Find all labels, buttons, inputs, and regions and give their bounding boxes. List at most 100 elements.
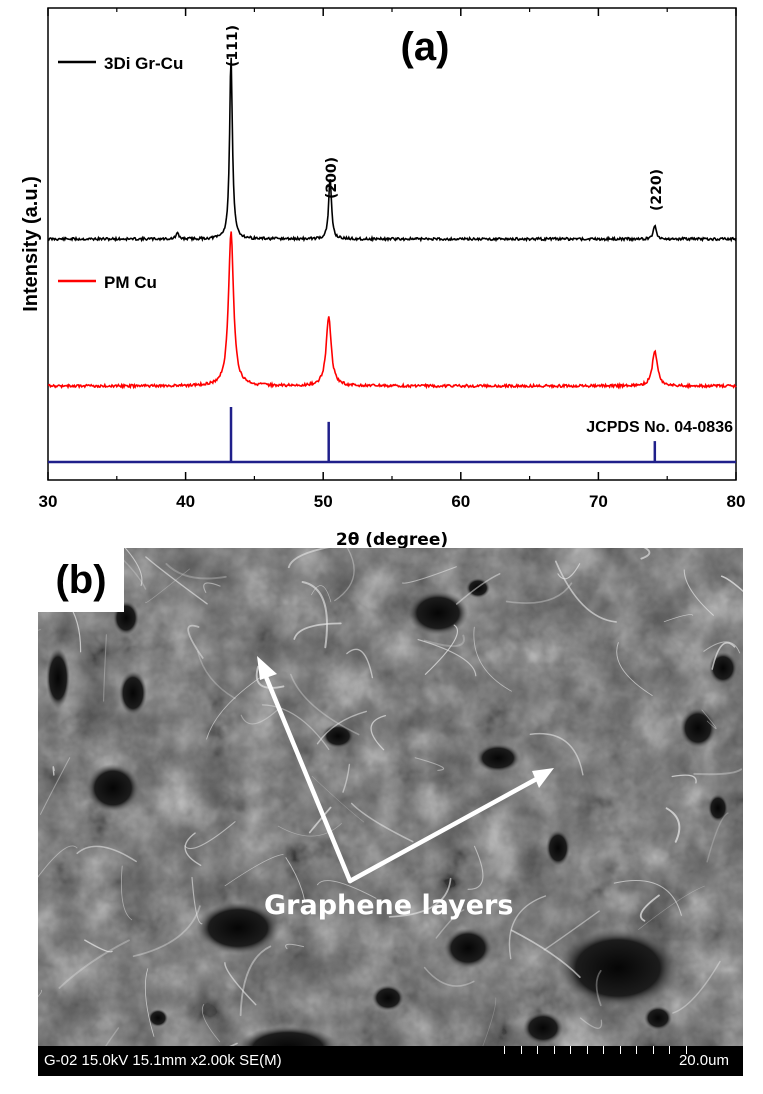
sem-ridge (277, 823, 342, 837)
sem-ridge (414, 757, 444, 771)
sem-pore (709, 652, 737, 684)
sem-ridge (76, 845, 137, 863)
sem-ridge (224, 962, 257, 1006)
sem-ridge (557, 563, 581, 580)
x-tick-label: 80 (727, 492, 746, 511)
scale-tick (553, 1046, 555, 1054)
sem-ridge (285, 857, 305, 901)
sem-ridge (508, 895, 547, 960)
sem-ridge (402, 566, 457, 584)
graphene-layers-label: Graphene layers (264, 890, 514, 921)
legend-label: PM Cu (104, 273, 157, 292)
sem-ridge (640, 548, 651, 560)
sem-ridge (103, 634, 107, 702)
sem-acquisition-info: G-02 15.0kV 15.1mm x2.00k SE(M) (44, 1052, 282, 1069)
sem-ridge (239, 945, 272, 1017)
sem-ridge (467, 845, 484, 890)
annotation-arrows (257, 656, 554, 884)
panel-a-label: (a) (401, 25, 450, 69)
sem-ridge (290, 673, 360, 736)
sem-pore (372, 985, 404, 1011)
peak-annotation: (220) (649, 169, 665, 211)
x-tick-label: 50 (314, 492, 333, 511)
sem-ridge (510, 929, 581, 978)
sem-pore (644, 1006, 672, 1030)
y-axis-label: Intensity (a.u.) (20, 176, 42, 312)
scale-tick (520, 1046, 522, 1054)
scale-tick (586, 1046, 588, 1054)
sem-ridge (58, 939, 130, 989)
sem-ridge (334, 548, 355, 602)
x-axis-label: 2θ (degree) (336, 530, 448, 548)
sem-ridge (672, 960, 721, 1014)
sem-ridge (613, 879, 682, 916)
reference-label: JCPDS No. 04-0836 (586, 419, 733, 436)
sem-ridge (346, 648, 374, 679)
sem-pore (148, 1009, 168, 1027)
panel-b-label: (b) (38, 548, 124, 612)
scale-tick (685, 1046, 687, 1054)
sem-ridge (423, 634, 465, 648)
sem-ridge (703, 641, 741, 654)
scale-tick (636, 1046, 637, 1054)
sem-ridge (435, 909, 465, 939)
arrow-line-left (261, 669, 353, 884)
sem-ridge (52, 766, 55, 776)
sem-ridge (293, 622, 342, 640)
x-tick-label: 30 (39, 492, 58, 511)
sem-ridge (579, 1017, 603, 1029)
sem-ridge (120, 865, 133, 921)
sem-pore (322, 724, 354, 748)
sem-ridge (529, 732, 584, 776)
sem-ridge (424, 624, 459, 675)
sem-pore (444, 928, 492, 968)
sem-ridge (317, 880, 377, 899)
sem-ridge (39, 757, 71, 815)
sem-ridge (693, 768, 743, 776)
sem-ridge (287, 548, 330, 569)
sem-ridge (224, 854, 284, 887)
sem-ridge (145, 568, 190, 604)
xrd-chart: 30 40 50 60 70 80 3Di Gr-Cu PM Cu JCPDS No. 04-0… (20, 7, 746, 548)
sem-ridge (370, 714, 387, 751)
sem-ridge (663, 614, 694, 623)
sem-ridge (203, 582, 221, 593)
sem-ridge (388, 877, 452, 918)
series-line-pm-cu (47, 231, 737, 390)
sem-ridge (481, 997, 497, 1048)
sem-ridge (165, 562, 227, 580)
peak-annotation: (200) (324, 157, 340, 199)
sem-ridge (417, 639, 477, 677)
sem-ridge (187, 624, 204, 659)
sem-pore (196, 902, 280, 954)
plot-frame (47, 7, 737, 481)
sem-info-bar: G-02 15.0kV 15.1mm x2.00k SE(M) 20.0um (38, 1046, 743, 1076)
scale-tick (619, 1046, 621, 1054)
x-tick-label: 40 (176, 492, 195, 511)
arrow-head-left (257, 656, 277, 680)
sem-ridges (38, 548, 743, 1061)
sem-ridge (638, 885, 705, 930)
sem-pore (546, 830, 570, 866)
sem-image: (b) Graphene layers G-02 15.0kV 15.1mm x… (38, 548, 743, 1076)
sem-pore (408, 591, 468, 635)
peak-annotation: (111) (225, 25, 241, 67)
sem-ridge (311, 775, 365, 823)
scale-tick (652, 1046, 654, 1054)
series-line-3di-gr-cu (47, 57, 737, 243)
sem-ridge (191, 876, 203, 925)
sem-ridge (455, 573, 501, 605)
sem-ridge (38, 845, 78, 878)
sem-ridge (261, 704, 330, 751)
sem-ridge (124, 548, 143, 586)
sem-ridge (285, 943, 305, 950)
sem-ridge (720, 575, 743, 593)
sem-pore (523, 1012, 563, 1044)
sem-scale-label: 20.0um (678, 1052, 729, 1069)
sem-ridge (505, 582, 573, 604)
sem-ridge (184, 821, 236, 850)
sem-ridge (473, 626, 512, 692)
sem-pore (46, 648, 70, 708)
sem-ridge (184, 832, 202, 866)
sem-ridge (616, 642, 653, 696)
